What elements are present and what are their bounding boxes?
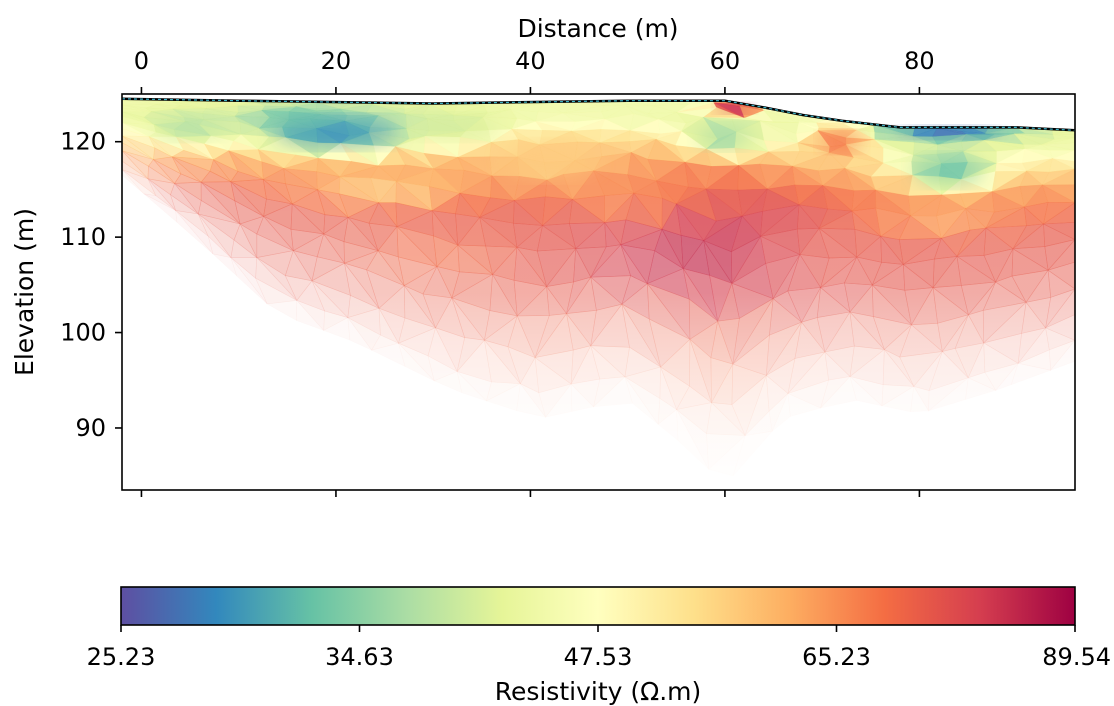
surface-profile-dashed-line: [122, 98, 1075, 131]
y-tick-label: 90: [75, 414, 106, 442]
x-tick-label: 0: [134, 47, 149, 75]
x-tick-label: 20: [321, 47, 352, 75]
colorbar-tick-label: 65.23: [802, 643, 871, 671]
resistivity-anomaly: [717, 103, 752, 113]
y-tick-label: 100: [60, 319, 106, 347]
colorbar-tick-label: 89.54: [1042, 643, 1111, 671]
depth-fade-overlay: [122, 132, 1075, 490]
x-tick-label: 80: [904, 47, 935, 75]
x-axis-bottom-ticks: [140, 490, 921, 497]
colorbar-title: Resistivity (Ω.m): [495, 677, 702, 706]
x-tick-label: 40: [515, 47, 546, 75]
y-tick-label: 110: [60, 223, 106, 251]
colorbar-tick-label: 34.63: [325, 643, 394, 671]
colorbar-bar: [120, 586, 1076, 626]
colorbar-tick-label: 25.23: [87, 643, 156, 671]
x-axis-top: 0 20 40 60 80: [134, 47, 935, 94]
colorbar-tick-label: 47.53: [564, 643, 633, 671]
plot-frame: [121, 93, 1076, 491]
x-tick-label: 60: [710, 47, 741, 75]
colorbar: 25.23 34.63 47.53 65.23 89.54 Resistivity (Ω…: [87, 586, 1111, 706]
y-axis: 90 100 110 120: [60, 128, 122, 442]
plot-area: [121, 93, 1076, 491]
resistivity-anomaly: [263, 111, 331, 125]
x-axis-title: Distance (m): [517, 14, 678, 43]
colorbar-ticks: 25.23 34.63 47.53 65.23 89.54: [87, 625, 1111, 671]
y-tick-label: 120: [60, 128, 106, 156]
y-axis-title: Elevation (m): [10, 208, 39, 376]
